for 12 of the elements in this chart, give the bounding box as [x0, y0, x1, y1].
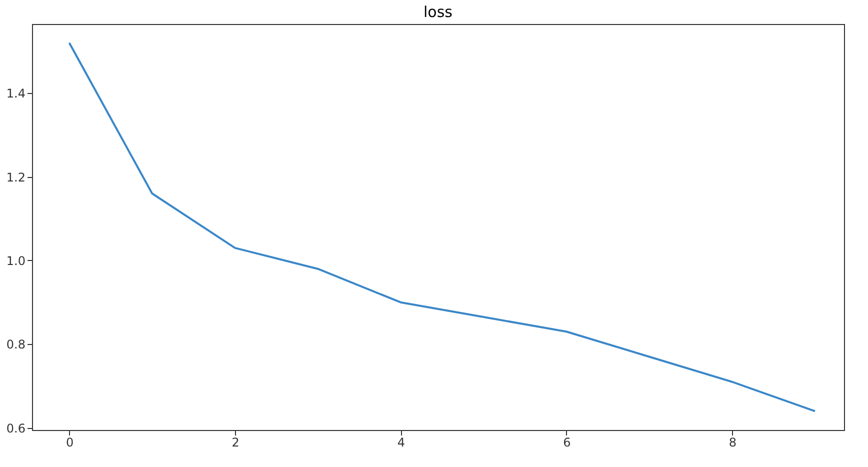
y-tick-label: 1.2 [6, 170, 26, 184]
y-tick-label: 1.0 [6, 254, 26, 268]
chart-title: loss [424, 3, 453, 21]
y-tick-label: 0.6 [6, 421, 26, 436]
line-series [68, 42, 816, 412]
y-tick-label: 0.8 [6, 338, 26, 352]
x-tick-label: 4 [397, 436, 406, 450]
x-tick-label: 6 [563, 436, 571, 450]
x-tick-label: 0 [66, 436, 74, 450]
x-tick-label: 2 [232, 436, 240, 450]
y-tick-label: 1.4 [6, 86, 26, 101]
x-tick-label: 8 [728, 436, 736, 450]
